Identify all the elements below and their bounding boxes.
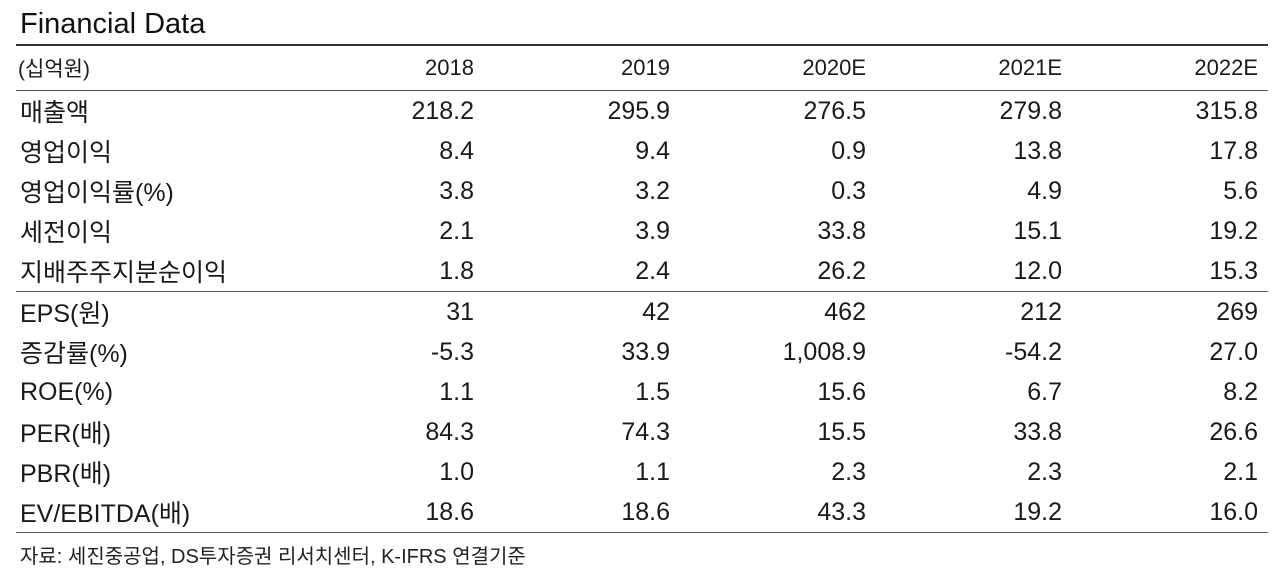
table-cell: 2.1 <box>439 216 474 245</box>
table-cell: 9.4 <box>635 136 670 165</box>
table-cell: 4.9 <box>1027 176 1062 205</box>
table-cell: 0.3 <box>831 176 866 205</box>
column-header: 2018 <box>425 55 474 80</box>
table-cell: 3.8 <box>439 176 474 205</box>
table-cell: 43.3 <box>680 492 876 533</box>
row-label: PBR(배) <box>20 460 112 488</box>
table-cell: 18.6 <box>288 492 484 533</box>
table-row: ROE(%) 1.1 1.5 15.6 6.7 8.2 <box>16 372 1268 412</box>
table-cell: 26.6 <box>1209 417 1258 446</box>
table-row: 증감률(%) -5.3 33.9 1,008.9 -54.2 27.0 <box>16 332 1268 372</box>
table-cell: 27.0 <box>1209 337 1258 366</box>
column-header: 2022E <box>1194 55 1258 80</box>
table-cell: 19.2 <box>876 492 1072 533</box>
table-cell: 16.0 <box>1072 492 1268 533</box>
table-body: 매출액 218.2 295.9 276.5 279.8 315.8 영업이익 8.4 9.4 0.… <box>16 91 1268 533</box>
unit-label: (십억원) <box>18 58 90 81</box>
financial-table-container: (십억원) 2018 2019 2020E 2021E 2022E 매출액 218… <box>16 44 1268 533</box>
table-row: PBR(배) 1.0 1.1 2.3 2.3 2.1 <box>16 452 1268 492</box>
table-row: 영업이익 8.4 9.4 0.9 13.8 17.8 <box>16 131 1268 171</box>
table-cell: -54.2 <box>1005 337 1062 366</box>
table-cell: 1.5 <box>635 377 670 406</box>
table-row: 매출액 218.2 295.9 276.5 279.8 315.8 <box>16 91 1268 132</box>
row-label: 세전이익 <box>20 219 113 247</box>
row-label: 영업이익 <box>20 139 113 167</box>
table-cell: 279.8 <box>999 96 1062 125</box>
table-cell: 0.9 <box>831 136 866 165</box>
table-cell: 33.9 <box>621 337 670 366</box>
row-label: PER(배) <box>20 420 112 448</box>
table-cell: 15.6 <box>817 377 866 406</box>
table-cell: 15.3 <box>1072 251 1268 292</box>
table-row: 지배주주지분순이익 1.8 2.4 26.2 12.0 15.3 <box>16 251 1268 292</box>
table-cell: 33.8 <box>1013 417 1062 446</box>
table-cell: 2.1 <box>1223 457 1258 486</box>
table-row: PER(배) 84.3 74.3 15.5 33.8 26.6 <box>16 412 1268 452</box>
table-cell: 1.1 <box>635 457 670 486</box>
table-cell: 74.3 <box>621 417 670 446</box>
table-cell: 269 <box>1216 297 1258 326</box>
table-row: EPS(원) 31 42 462 212 269 <box>16 292 1268 333</box>
column-header: 2020E <box>802 55 866 80</box>
row-label: 매출액 <box>20 99 90 127</box>
table-cell: 2.3 <box>831 457 866 486</box>
table-cell: 5.6 <box>1223 176 1258 205</box>
table-cell: 1,008.9 <box>782 337 866 366</box>
table-cell: 42 <box>642 297 670 326</box>
row-label: EV/EBITDA(배) <box>16 492 288 533</box>
table-row: EV/EBITDA(배) 18.6 18.6 43.3 19.2 16.0 <box>16 492 1268 533</box>
table-cell: 462 <box>824 297 866 326</box>
table-cell: 3.9 <box>635 216 670 245</box>
table-row: 영업이익률(%) 3.8 3.2 0.3 4.9 5.6 <box>16 171 1268 211</box>
table-row: 세전이익 2.1 3.9 33.8 15.1 19.2 <box>16 211 1268 251</box>
table-cell: 12.0 <box>876 251 1072 292</box>
table-cell: 1.8 <box>288 251 484 292</box>
table-cell: 1.1 <box>439 377 474 406</box>
source-note: 자료: 세진중공업, DS투자증권 리서치센터, K-IFRS 연결기준 <box>20 546 526 568</box>
table-cell: 13.8 <box>1013 136 1062 165</box>
table-cell: 2.4 <box>484 251 680 292</box>
table-cell: 212 <box>1020 297 1062 326</box>
table-cell: 31 <box>446 297 474 326</box>
table-cell: 8.4 <box>439 136 474 165</box>
table-cell: 17.8 <box>1209 136 1258 165</box>
table-cell: 2.3 <box>1027 457 1062 486</box>
table-cell: 26.2 <box>680 251 876 292</box>
row-label: EPS(원) <box>20 300 110 328</box>
table-cell: 19.2 <box>1209 216 1258 245</box>
column-header: 2021E <box>998 55 1062 80</box>
table-cell: 1.0 <box>439 457 474 486</box>
table-cell: 315.8 <box>1195 96 1258 125</box>
table-cell: 295.9 <box>607 96 670 125</box>
table-header-row: (십억원) 2018 2019 2020E 2021E 2022E <box>16 45 1268 91</box>
table-cell: 6.7 <box>1027 377 1062 406</box>
table-cell: 84.3 <box>425 417 474 446</box>
financial-table: (십억원) 2018 2019 2020E 2021E 2022E 매출액 218… <box>16 44 1268 533</box>
column-header: 2019 <box>621 55 670 80</box>
table-cell: 15.5 <box>817 417 866 446</box>
row-label: 영업이익률(%) <box>20 179 174 207</box>
table-cell: 18.6 <box>484 492 680 533</box>
row-label: ROE(%) <box>20 377 114 406</box>
table-cell: 3.2 <box>635 176 670 205</box>
table-cell: 33.8 <box>817 216 866 245</box>
table-cell: 15.1 <box>1013 216 1062 245</box>
table-cell: -5.3 <box>430 337 474 366</box>
row-label: 지배주주지분순이익 <box>16 251 288 292</box>
table-cell: 218.2 <box>411 96 474 125</box>
table-cell: 276.5 <box>803 96 866 125</box>
page-title: Financial Data <box>20 8 206 40</box>
row-label: 증감률(%) <box>20 340 128 368</box>
table-cell: 8.2 <box>1223 377 1258 406</box>
